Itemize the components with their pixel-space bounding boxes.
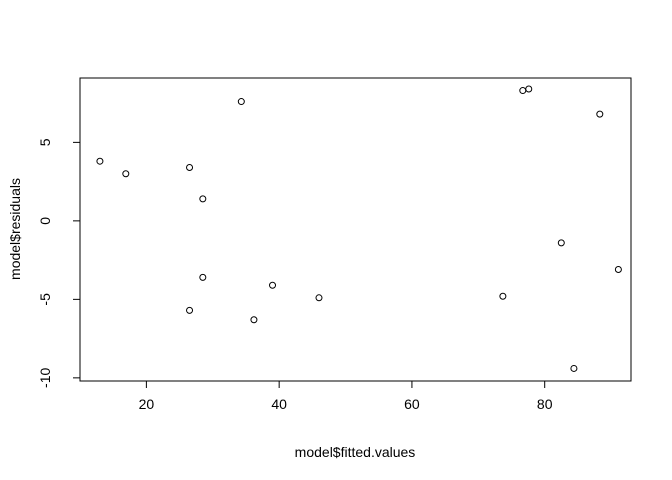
data-points [96,85,622,372]
data-point [596,110,604,118]
data-point [557,239,565,247]
x-axis-title: model$fitted.values [295,444,416,460]
x-tick-label: 60 [404,396,420,412]
data-point [96,157,104,165]
x-tick-label: 20 [139,396,155,412]
data-point [499,292,507,300]
x-axis: 20 40 60 80 [139,381,553,412]
y-tick-label: 5 [37,138,53,146]
data-point [237,98,245,106]
data-point [614,266,622,274]
x-tick-label: 40 [271,396,287,412]
y-tick-label: -10 [37,368,53,388]
data-point [315,294,323,302]
data-point [199,195,207,203]
y-axis: -10 -5 0 5 [37,138,80,388]
data-point [186,306,194,314]
x-tick-label: 80 [537,396,553,412]
data-point [269,281,277,289]
data-point [186,163,194,171]
data-point [570,364,578,372]
data-point [199,273,207,281]
data-point [519,87,527,95]
y-axis-title: model$residuals [7,178,23,280]
plot-frame [79,77,632,382]
y-tick-label: 0 [37,217,53,225]
y-tick-label: -5 [37,293,53,306]
data-point [525,85,533,93]
data-point [250,316,258,324]
data-point [122,170,130,178]
